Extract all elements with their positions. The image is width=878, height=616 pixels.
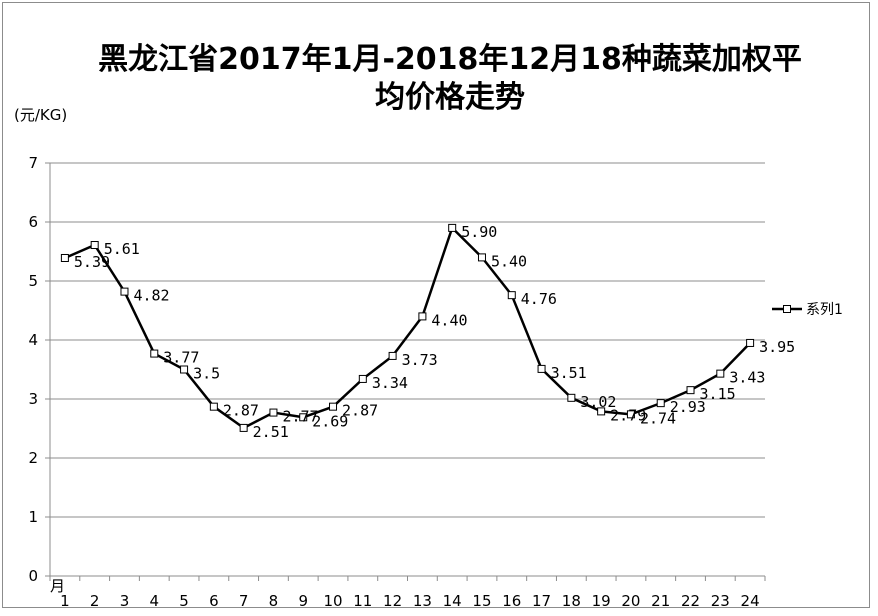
x-tick-label: 7 <box>239 592 249 610</box>
data-label: 2.51 <box>253 423 289 441</box>
x-tick-label: 4 <box>149 592 159 610</box>
data-label: 2.69 <box>312 412 348 430</box>
x-tick-label: 8 <box>269 592 279 610</box>
data-point-marker <box>418 312 427 321</box>
data-point-marker <box>90 241 99 250</box>
data-point-marker <box>448 223 457 232</box>
y-axis-unit: (元/KG) <box>14 106 68 124</box>
data-label: 2.77 <box>282 408 318 426</box>
data-point-marker <box>626 410 635 419</box>
x-tick-label: 22 <box>681 592 700 610</box>
data-label: 3.77 <box>163 349 199 367</box>
data-point-marker <box>656 399 665 408</box>
x-tick-label: 14 <box>443 592 462 610</box>
chart-frame <box>2 2 870 608</box>
data-label: 5.90 <box>461 223 497 241</box>
data-point-marker <box>567 393 576 402</box>
data-point-marker <box>537 364 546 373</box>
data-label: 2.87 <box>342 402 378 420</box>
data-labels: 5.395.614.823.773.52.872.512.772.692.873… <box>74 223 795 441</box>
data-label: 3.43 <box>729 369 765 387</box>
data-label: 3.51 <box>551 364 587 382</box>
x-tick-labels: 1 2 3 4 5 6 7 8 9 10 11 12 13 14 15 16 17 18 19 20 21 22 23 24 <box>60 592 760 610</box>
data-point-marker <box>686 386 695 395</box>
x-tick-label: 20 <box>621 592 640 610</box>
data-label: 5.39 <box>74 253 110 271</box>
y-tick-label: 4 <box>28 331 38 349</box>
series-layer <box>60 223 755 432</box>
x-tick-label: 13 <box>413 592 432 610</box>
x-tick-label: 17 <box>532 592 551 610</box>
x-tick-label: 24 <box>741 592 760 610</box>
data-label: 4.40 <box>431 311 467 329</box>
y-tick-label: 7 <box>28 154 38 172</box>
x-tick-label: 21 <box>651 592 670 610</box>
data-label: 5.40 <box>491 252 527 270</box>
axes <box>45 162 766 581</box>
y-tick-label: 6 <box>28 213 38 231</box>
chart-title-line2: 均价格走势 <box>375 80 525 115</box>
legend-label: 系列1 <box>806 302 843 318</box>
data-point-marker <box>358 374 367 383</box>
data-point-marker <box>269 408 278 417</box>
chart-title-line1: 黑龙江省2017年1月-2018年12月18种蔬菜加权平 <box>98 42 802 77</box>
y-tick-labels: 0 1 2 3 4 5 6 7 <box>28 154 38 585</box>
data-label: 3.02 <box>580 393 616 411</box>
x-tick-label: 12 <box>383 592 402 610</box>
x-tick-label: 9 <box>298 592 308 610</box>
x-tick-label: 5 <box>179 592 189 610</box>
y-tick-label: 1 <box>28 508 38 526</box>
data-label: 5.61 <box>104 240 140 258</box>
x-tick-label: 15 <box>472 592 491 610</box>
data-label: 3.15 <box>700 385 736 403</box>
data-point-marker <box>388 351 397 360</box>
data-label: 2.74 <box>640 409 676 427</box>
data-point-marker <box>299 413 308 422</box>
data-point-marker <box>716 369 725 378</box>
data-point-marker <box>597 407 606 416</box>
data-point-marker <box>209 402 218 411</box>
y-tick-label: 2 <box>28 449 38 467</box>
data-point-marker <box>746 338 755 347</box>
y-tick-label: 5 <box>28 272 38 290</box>
x-tick-label: 1 <box>60 592 70 610</box>
data-point-marker <box>239 423 248 432</box>
data-point-marker <box>477 253 486 262</box>
data-label: 3.34 <box>372 374 408 392</box>
y-tick-label: 0 <box>28 567 38 585</box>
x-tick-label: 23 <box>711 592 730 610</box>
grid-lines <box>50 162 765 518</box>
data-label: 3.73 <box>402 351 438 369</box>
data-label: 4.82 <box>133 287 169 305</box>
x-tick-label: 19 <box>592 592 611 610</box>
y-tick-label: 3 <box>28 390 38 408</box>
legend-marker <box>783 305 791 313</box>
x-tick-label: 2 <box>90 592 100 610</box>
data-label: 4.76 <box>521 290 557 308</box>
data-label: 2.79 <box>610 406 646 424</box>
data-label: 2.93 <box>670 398 706 416</box>
data-point-marker <box>180 365 189 374</box>
data-point-marker <box>60 253 69 262</box>
data-point-marker <box>507 291 516 300</box>
data-point-marker <box>150 349 159 358</box>
legend: 系列1 <box>772 302 843 318</box>
x-tick-label: 11 <box>353 592 372 610</box>
x-tick-label: 16 <box>502 592 521 610</box>
data-point-marker <box>329 402 338 411</box>
data-label: 3.5 <box>193 365 220 383</box>
x-axis-unit: 月 <box>50 577 66 595</box>
x-tick-label: 18 <box>562 592 581 610</box>
x-tick-label: 3 <box>120 592 130 610</box>
data-point-marker <box>120 287 129 296</box>
data-label: 3.95 <box>759 338 795 356</box>
x-tick-label: 6 <box>209 592 219 610</box>
series-line <box>64 226 752 430</box>
x-tick-label: 10 <box>323 592 342 610</box>
data-label: 2.87 <box>223 402 259 420</box>
